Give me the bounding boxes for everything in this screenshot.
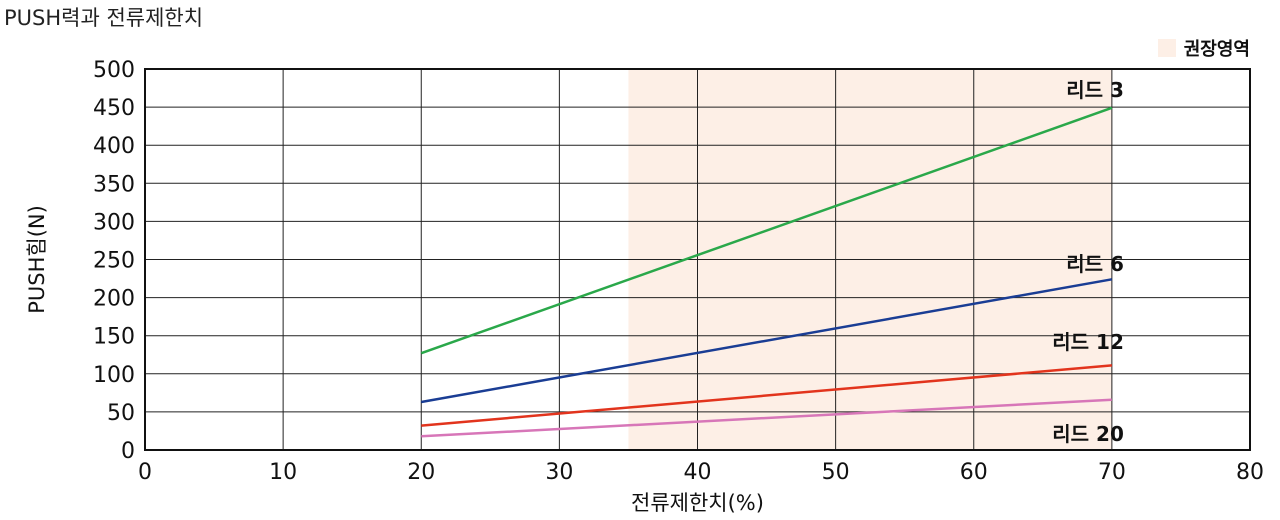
tick-label-layer: 0 10 20 30 40 50 60 70 80 0 50 100 150 200 250 300 350 40… <box>93 58 1264 485</box>
x-tick-label: 20 <box>407 460 435 485</box>
y-tick-label: 500 <box>93 58 135 83</box>
series-layer <box>420 106 1113 438</box>
plot-frame <box>144 68 1251 451</box>
legend-label: 권장영역 <box>1183 39 1250 60</box>
x-tick-label: 70 <box>1098 460 1126 485</box>
x-tick-label: 50 <box>822 460 850 485</box>
y-tick-label: 100 <box>93 363 135 388</box>
y-tick-label: 300 <box>93 210 135 235</box>
y-tick-label: 450 <box>93 96 135 121</box>
x-tick-label: 0 <box>138 460 152 485</box>
chart-title: PUSH력과 전류제한치 <box>4 6 204 30</box>
x-tick-label: 10 <box>269 460 297 485</box>
y-tick-label: 0 <box>121 439 135 464</box>
y-axis-label: PUSH힘(N) <box>25 205 49 314</box>
series-label-3: 리드 12 <box>1052 330 1124 354</box>
legend: 권장영역 <box>1157 35 1250 61</box>
series-label-4: 리드 20 <box>1052 422 1124 446</box>
x-tick-label: 40 <box>684 460 712 485</box>
legend-swatch <box>1157 39 1176 57</box>
plot-frame-layer <box>144 68 1251 451</box>
y-tick-label: 200 <box>93 287 135 312</box>
series-line-3 <box>421 364 1112 427</box>
y-tick-label: 400 <box>93 134 135 159</box>
axis-label-layer: 전류제한치(%) PUSH힘(N) 리드 3 리드 6 리드 12 리드 20 <box>25 78 1124 515</box>
y-tick-label: 150 <box>93 325 135 350</box>
x-tick-label: 30 <box>545 460 573 485</box>
series-label-2: 리드 6 <box>1066 252 1124 276</box>
x-axis-label: 전류제한치(%) <box>631 491 764 515</box>
y-tick-label: 250 <box>93 249 135 274</box>
x-tick-label: 80 <box>1236 460 1264 485</box>
series-line-2 <box>421 278 1113 404</box>
y-tick-label: 350 <box>93 172 135 197</box>
series-line-1 <box>420 106 1113 355</box>
series-line-4 <box>421 398 1112 438</box>
series-label-1: 리드 3 <box>1066 78 1124 102</box>
y-tick-label: 50 <box>107 401 135 426</box>
x-tick-label: 60 <box>960 460 988 485</box>
